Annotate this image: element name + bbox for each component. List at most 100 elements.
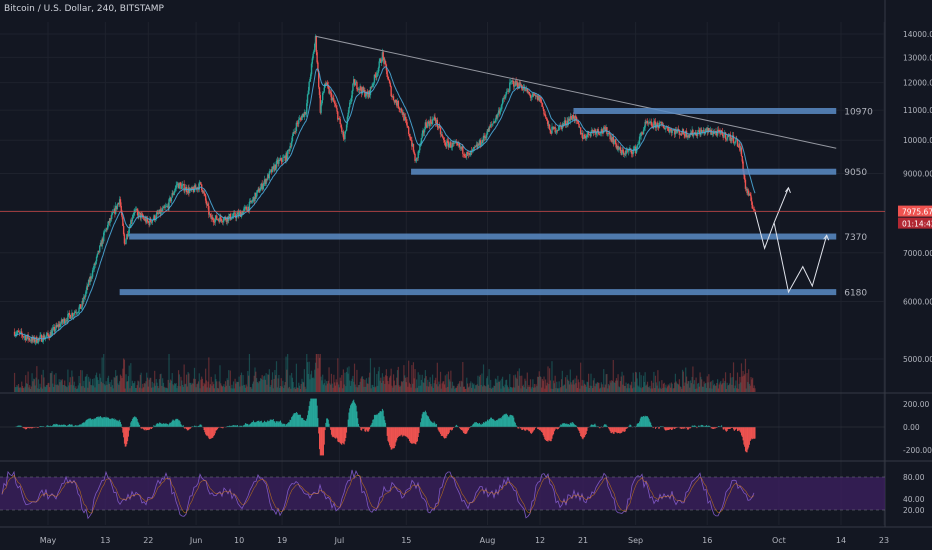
volume-bar: [387, 380, 389, 392]
volume-bar: [240, 372, 243, 392]
volume-bar: [455, 387, 458, 392]
candle-body: [353, 79, 356, 86]
candle-body: [253, 197, 255, 202]
volume-bar: [92, 385, 94, 392]
volume-bar: [587, 382, 589, 392]
volume-bar: [540, 377, 542, 392]
candle-body: [573, 118, 575, 121]
candle-body: [199, 182, 201, 183]
volume-bar: [714, 385, 716, 392]
volume-bar: [239, 386, 241, 392]
volume-bar: [561, 370, 563, 392]
volume-bar: [125, 374, 127, 392]
volume-bar: [623, 375, 625, 392]
candle-body: [182, 183, 185, 185]
oscillator-tick-label: -200.00: [903, 446, 932, 455]
candle-body: [84, 293, 87, 298]
volume-bar: [306, 354, 308, 392]
volume-bar: [667, 384, 669, 392]
volume-bar: [56, 384, 59, 392]
candle-body: [432, 119, 435, 120]
volume-bar: [104, 385, 106, 392]
candle-body: [733, 142, 736, 144]
volume-bar: [620, 376, 622, 392]
candle-body: [689, 134, 691, 136]
candle-body: [545, 117, 548, 119]
stochastic-tick-label: 80.00: [903, 473, 925, 482]
volume-bar: [388, 377, 391, 392]
volume-bar: [52, 386, 55, 392]
candle-body: [466, 152, 468, 157]
volume-bar: [128, 365, 130, 392]
volume-bar: [685, 367, 687, 392]
candle-body: [693, 134, 695, 136]
volume-bar: [29, 385, 31, 392]
candle-body: [722, 134, 724, 138]
volume-bar: [243, 385, 245, 392]
candle-body: [519, 82, 521, 86]
volume-bar: [349, 380, 351, 392]
volume-bar: [641, 388, 643, 392]
candle-body: [230, 219, 232, 220]
volume-bar: [80, 370, 82, 392]
candle-body: [527, 91, 529, 93]
volume-bar: [265, 373, 267, 392]
candle-body: [569, 116, 572, 121]
candle-body: [177, 183, 180, 189]
volume-bar: [285, 356, 287, 392]
volume-bar: [656, 385, 658, 392]
volume-bar: [221, 386, 223, 392]
volume-bar: [408, 382, 411, 392]
volume-bar: [303, 369, 305, 392]
volume-bar: [298, 385, 301, 392]
volume-bar: [81, 370, 83, 392]
volume-bar: [271, 379, 273, 392]
volume-bar: [150, 377, 152, 392]
volume-bar: [742, 370, 744, 392]
candle-body: [595, 132, 598, 135]
candle-body: [581, 132, 583, 138]
candle-body: [614, 139, 616, 142]
volume-bar: [549, 368, 551, 392]
candle-body: [422, 130, 424, 134]
volume-bar: [730, 377, 732, 392]
volume-bar: [344, 372, 346, 392]
candle-body: [292, 132, 294, 137]
candle-body: [578, 124, 580, 128]
candle-body: [610, 137, 612, 140]
volume-bar: [664, 387, 666, 392]
candle-body: [318, 70, 320, 88]
volume-bar: [263, 376, 265, 392]
candle-body: [538, 95, 540, 102]
volume-bar: [289, 375, 291, 392]
volume-bar: [483, 385, 485, 392]
volume-bar: [487, 384, 489, 392]
candle-body: [686, 135, 689, 137]
volume-bar: [301, 378, 303, 392]
volume-bar: [437, 386, 439, 392]
candle-body: [609, 133, 611, 140]
time-tick-label: 19: [277, 536, 287, 545]
volume-bar: [307, 374, 309, 392]
candle-body: [560, 125, 563, 129]
candle-body: [150, 221, 153, 223]
candle-body: [301, 115, 303, 120]
volume-bar: [63, 384, 65, 392]
volume-bar: [171, 373, 173, 392]
stochastic-band: [0, 477, 885, 510]
volume-bar: [423, 378, 426, 392]
volume-bar: [335, 379, 337, 392]
candle-body: [396, 100, 399, 106]
candle-body: [325, 82, 328, 85]
volume-bar: [569, 369, 571, 392]
candle-body: [52, 327, 55, 329]
candle-body: [747, 190, 749, 194]
candle-body: [347, 112, 349, 117]
candle-body: [309, 78, 311, 82]
candle-body: [193, 185, 196, 193]
volume-bar: [631, 388, 634, 392]
volume-bar: [158, 388, 160, 392]
volume-bar: [103, 384, 106, 392]
